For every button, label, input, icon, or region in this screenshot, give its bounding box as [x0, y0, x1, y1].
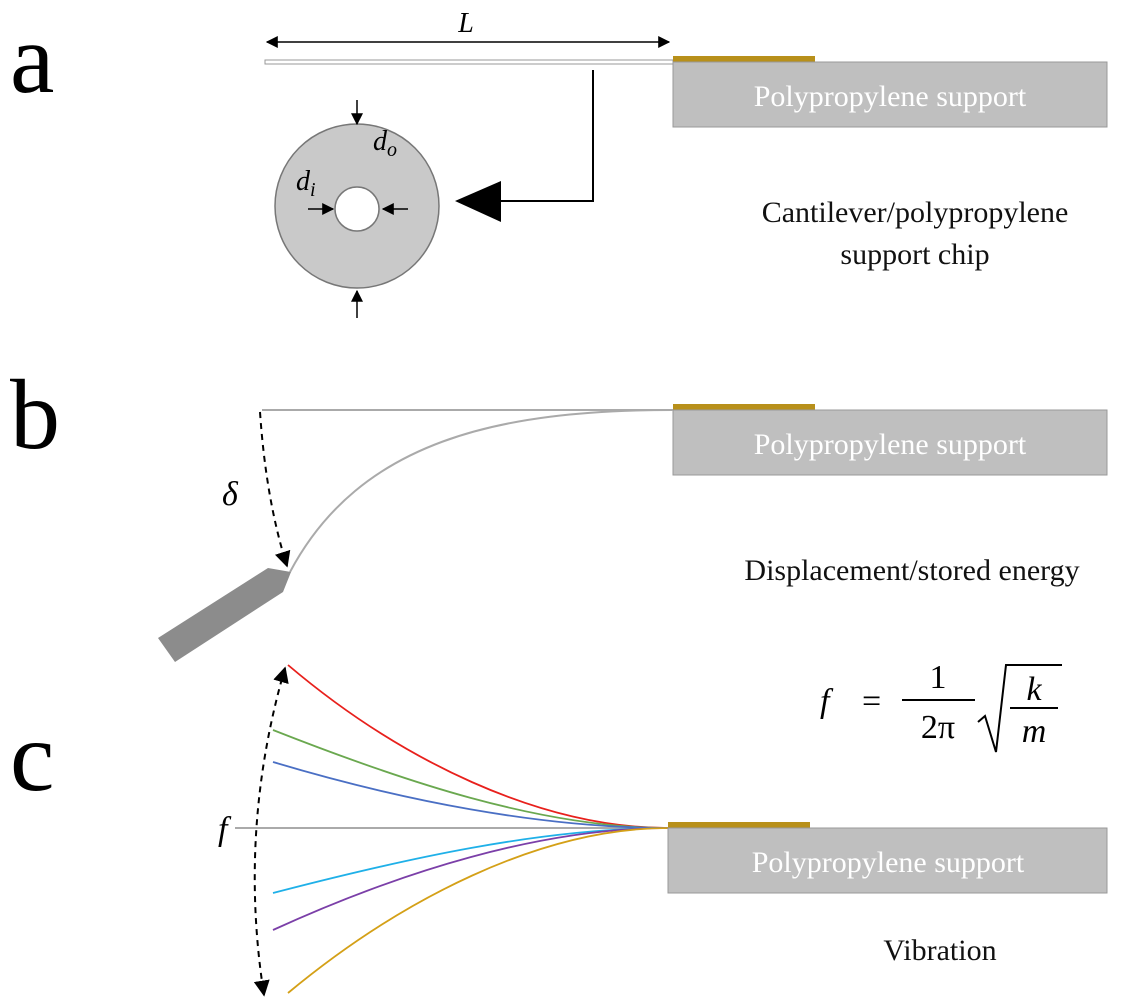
panel-label: c	[10, 701, 54, 812]
caption: Displacement/stored energy	[744, 554, 1079, 587]
caption: Cantilever/polypropylene	[762, 196, 1069, 229]
panel-a: a L Polypropylene support do di Cantilev…	[10, 3, 1108, 318]
gold-pad	[673, 56, 815, 62]
panel-label: b	[10, 359, 60, 470]
outer-diameter-label: do	[373, 126, 397, 161]
formula-den: 2π	[921, 709, 955, 746]
mode-curve	[272, 827, 669, 931]
length-label: L	[457, 8, 474, 39]
formula-root-num: k	[1026, 671, 1042, 708]
support-label: Polypropylene support	[754, 428, 1027, 461]
formula: f = 1 2π k m	[820, 659, 1062, 753]
caption: Vibration	[883, 934, 996, 967]
formula-num: 1	[930, 659, 947, 696]
gold-pad	[673, 404, 815, 410]
connector	[500, 70, 594, 202]
caption: support chip	[840, 238, 989, 271]
mode-curve	[287, 664, 669, 829]
mode-curve	[272, 729, 669, 829]
connector-arrow	[455, 181, 501, 222]
formula-eq: =	[862, 683, 881, 720]
vibration-arrow	[253, 666, 289, 997]
support	[667, 827, 1108, 894]
symbol: d	[373, 126, 388, 157]
frequency-label: f	[218, 811, 232, 848]
panel-label: a	[10, 3, 54, 114]
subscript: i	[310, 179, 316, 201]
deflected-cantilever	[289, 409, 674, 573]
mode-curve	[287, 827, 669, 994]
subscript: o	[387, 139, 397, 161]
gold-pad	[668, 822, 810, 828]
support-label: Polypropylene support	[752, 846, 1025, 879]
formula-lhs: f	[820, 683, 834, 720]
panel-c: c Polypropylene support f f = 1 2π k m V…	[10, 659, 1108, 997]
mode-curve	[272, 761, 669, 829]
formula-root-den: m	[1022, 713, 1047, 750]
deflection-arrow	[259, 411, 291, 568]
radical	[977, 664, 1062, 753]
probe	[158, 568, 291, 662]
inner-diameter-label: di	[296, 166, 316, 201]
cantilever	[264, 59, 674, 65]
support-label: Polypropylene support	[754, 80, 1027, 113]
support	[672, 61, 1108, 128]
mode-curve	[272, 827, 669, 894]
panel-b: b Polypropylene support δ Displacement/s…	[10, 359, 1108, 662]
support	[672, 409, 1108, 476]
deflection-label: δ	[222, 476, 239, 513]
symbol: d	[296, 166, 311, 197]
lumen	[334, 186, 380, 232]
